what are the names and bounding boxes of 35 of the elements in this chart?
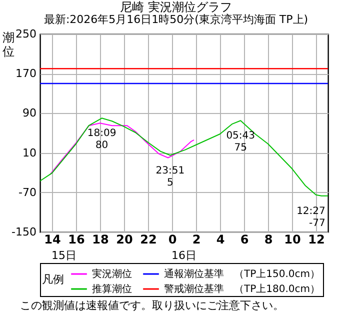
x-tick-label: 18 bbox=[92, 232, 109, 246]
legend-label: 警戒潮位基準 （TP上180.0cm） bbox=[164, 283, 320, 295]
y-tick-label: -70 bbox=[18, 186, 36, 199]
x-tick-label: 22 bbox=[140, 232, 157, 246]
legend-title: 凡例 bbox=[42, 273, 64, 286]
y-tick-label: 170 bbox=[16, 67, 36, 80]
text: 15日 bbox=[52, 249, 76, 262]
x-tick-label: 16 bbox=[68, 232, 85, 246]
line-series bbox=[40, 118, 328, 196]
x-tick-label: 8 bbox=[264, 232, 273, 246]
x-tick-label: 0 bbox=[168, 232, 177, 246]
chart-title: 尼崎 実況潮位グラフ bbox=[120, 0, 232, 14]
x-tick-label: 4 bbox=[216, 232, 225, 246]
annotation: 05:43 75 bbox=[226, 130, 256, 154]
annotation: 23:51 5 bbox=[156, 165, 185, 188]
x-tick-label: 14 bbox=[44, 232, 61, 246]
y-tick-label: 250 bbox=[16, 28, 36, 40]
legend-label: 通報潮位基準 （TP上150.0cm） bbox=[164, 268, 320, 280]
y-tick-label: -150 bbox=[12, 226, 36, 238]
text: 16日 bbox=[172, 249, 196, 262]
y-tick-label: 10 bbox=[22, 146, 36, 160]
annotation: 12:27 -77 bbox=[296, 206, 326, 229]
x-tick-label: 12 bbox=[308, 232, 325, 246]
chart-subtitle: 最新:2026年5月16日1時50分(東京湾平均海面 TP上) bbox=[44, 13, 308, 26]
y-tick-label: 90 bbox=[22, 106, 36, 120]
x-tick-label: 10 bbox=[284, 232, 301, 246]
line-series bbox=[50, 122, 194, 176]
x-tick-label: 2 bbox=[192, 232, 201, 246]
x-tick-label: 20 bbox=[116, 232, 133, 246]
text: この観測値は速報値です。取り扱いにご注意下さい。 bbox=[20, 299, 284, 312]
legend-label: 推算潮位 bbox=[92, 283, 132, 295]
y-axis-title: 潮位 bbox=[2, 30, 14, 58]
legend-label: 実況潮位 bbox=[92, 268, 132, 280]
x-tick-label: 6 bbox=[240, 232, 249, 246]
annotation: 18:09 80 bbox=[87, 128, 116, 152]
